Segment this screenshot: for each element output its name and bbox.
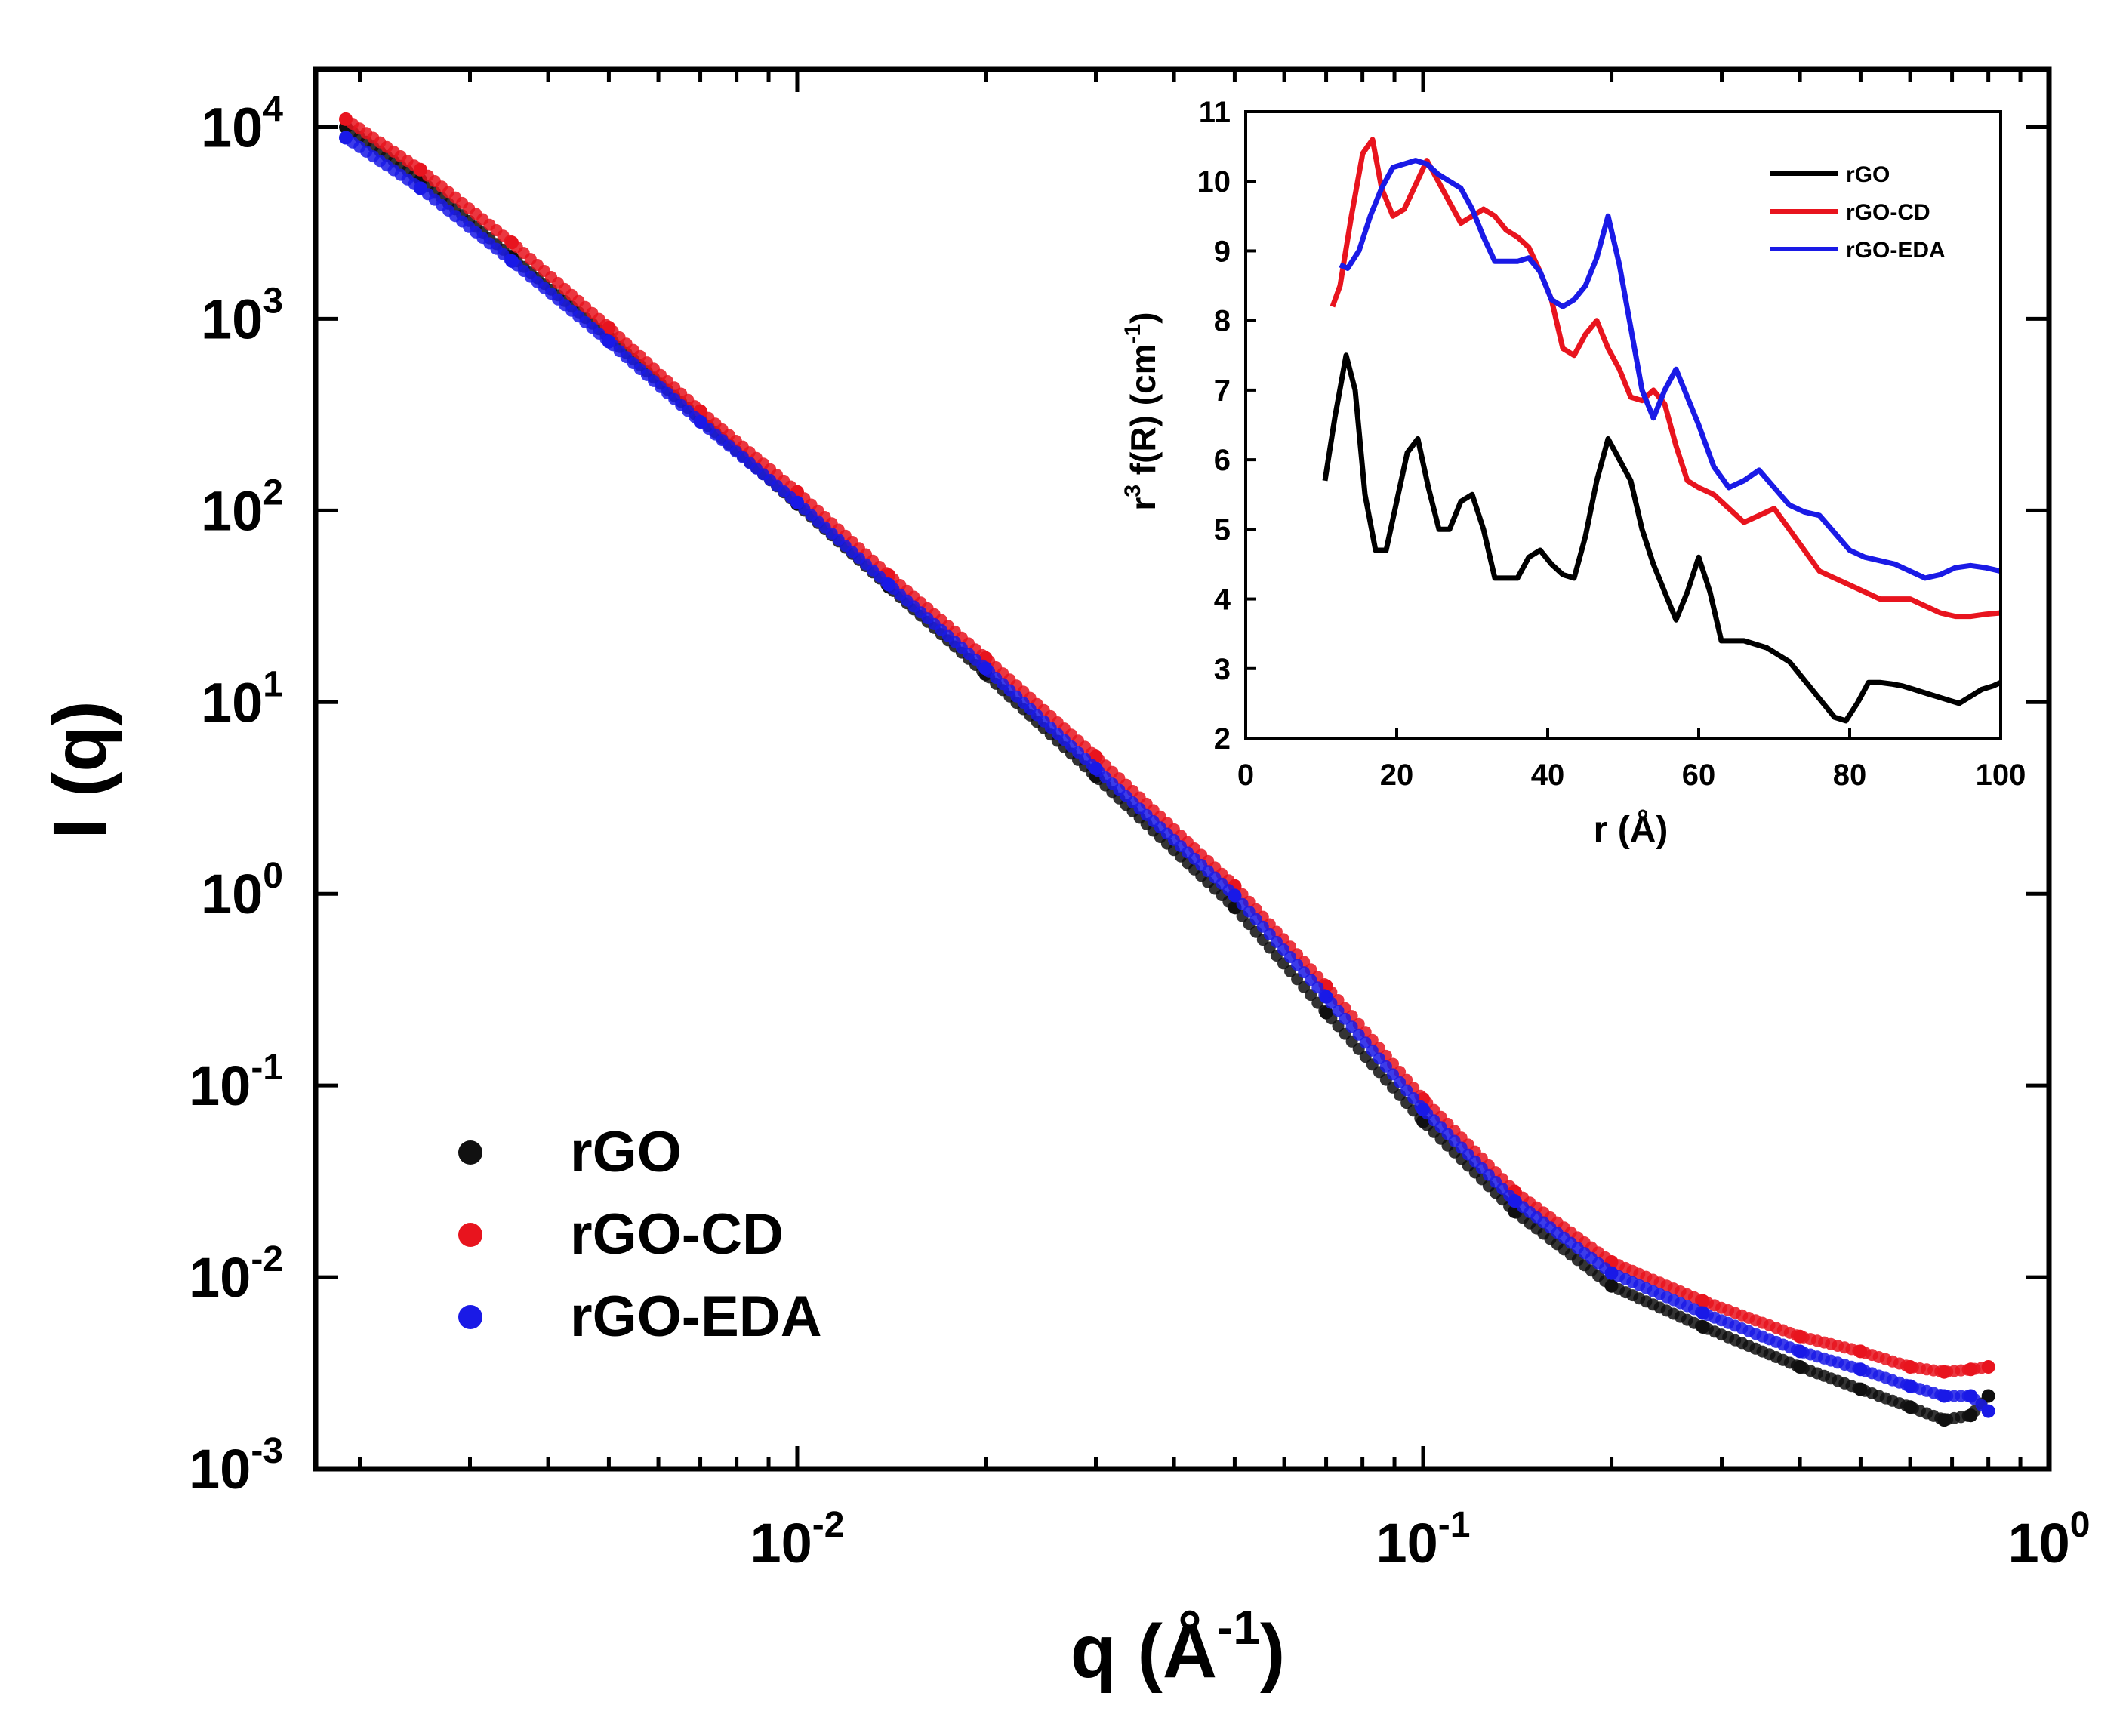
series-rgo-eda — [339, 131, 1995, 1418]
main-x-axis-label: q (Å-1) — [1071, 1600, 1286, 1694]
inset-line-rgo — [1322, 352, 2002, 724]
inset-x-tick-labels: 0 20 40 60 80 100 — [1237, 759, 2026, 792]
y-tick-label: 10-1 — [189, 1048, 283, 1117]
x-tick-label: 10-1 — [1376, 1505, 1470, 1574]
data-point-rgo-eda — [1366, 1044, 1379, 1057]
inset-y-tick-label: 9 — [1214, 235, 1231, 268]
main-x-axis-label-exponent: -1 — [1217, 1600, 1260, 1654]
y-tick-label: 101 — [201, 664, 283, 734]
inset-legend-entry-rgo-eda: rGO-EDA — [1770, 238, 1946, 263]
main-y-tick-labels: 104 103 102 101 100 10-1 10-2 10-3 — [189, 89, 283, 1501]
inset-legend-entry-rgo: rGO — [1770, 162, 1890, 187]
main-legend-entry-rgo-cd: rGO-CD — [458, 1202, 784, 1267]
data-point-rgo-eda — [1407, 1092, 1420, 1104]
inset-legend-label-rgo-eda: rGO-EDA — [1846, 238, 1946, 263]
y-tick-label: 10-2 — [189, 1239, 283, 1309]
main-y-axis-label: I (q) — [38, 700, 122, 839]
main-legend-marker-rgo — [458, 1140, 482, 1165]
inset-legend-label-rgo-cd: rGO-CD — [1846, 200, 1930, 225]
inset-x-axis-label: r (Å) — [1594, 809, 1668, 850]
inset-y-tick-label: 4 — [1214, 583, 1231, 617]
data-point-rgo-eda — [1318, 989, 1331, 1002]
data-point-rgo-eda — [1352, 1028, 1365, 1041]
main-legend-label-rgo: rGO — [570, 1120, 682, 1184]
data-point-rgo-eda — [1400, 1084, 1413, 1097]
main-series-layer — [339, 112, 1995, 1427]
data-point-rgo-eda — [1345, 1020, 1358, 1033]
inset-y-tick-label: 10 — [1197, 165, 1231, 199]
inset-series-layer — [1322, 137, 2002, 724]
y-tick-label: 103 — [201, 281, 283, 350]
inset-axis-ticks — [1244, 110, 2002, 740]
inset-line-rgo-eda — [1339, 158, 2001, 581]
data-point-rgo-eda — [1339, 1012, 1351, 1025]
inset-y-axis-label: r3 f(R) (cm-1) — [1120, 312, 1163, 510]
data-point-rgo-eda — [1394, 1076, 1407, 1088]
data-point-rgo-eda — [1373, 1052, 1385, 1065]
main-x-axis-label-close: ) — [1260, 1609, 1285, 1694]
main-legend-marker-rgo-cd — [458, 1223, 482, 1247]
main-x-axis-label-text: q (Å — [1071, 1609, 1217, 1694]
data-point-rgo — [1982, 1390, 1995, 1402]
inset-y-tick-label: 6 — [1214, 444, 1231, 477]
main-legend-marker-rgo-eda — [458, 1305, 482, 1329]
inset-legend-label-rgo: rGO — [1846, 162, 1890, 187]
y-tick-label: 100 — [201, 856, 283, 925]
inset-x-tick-label: 80 — [1833, 759, 1867, 792]
inset-y-tick-label: 5 — [1214, 513, 1231, 546]
main-legend-label-rgo-eda: rGO-EDA — [570, 1285, 822, 1349]
data-point-rgo-cd — [1982, 1361, 1995, 1373]
inset-legend-entry-rgo-cd: rGO-CD — [1770, 200, 1930, 225]
data-point-rgo-eda — [1387, 1068, 1399, 1081]
main-x-tick-labels: 10-2 10-1 100 — [750, 1505, 2090, 1574]
data-point-rgo-eda — [1982, 1405, 1995, 1417]
inset-y-tick-label: 7 — [1214, 374, 1231, 408]
main-legend: rGO rGO-CD rGO-EDA — [458, 1120, 822, 1349]
data-point-rgo-eda — [1325, 996, 1338, 1009]
inset-legend: rGO rGO-CD rGO-EDA — [1770, 162, 1946, 263]
data-point-rgo — [1318, 1005, 1331, 1017]
main-legend-label-rgo-cd: rGO-CD — [570, 1202, 784, 1267]
inset-y-tick-labels: 2 3 4 5 6 7 8 9 10 11 — [1197, 96, 1231, 756]
x-tick-label: 10-2 — [750, 1505, 844, 1574]
inset-x-tick-label: 100 — [1976, 759, 2026, 792]
inset-y-label-sup1: 3 — [1120, 485, 1145, 497]
inset-plot-frame — [1244, 110, 2002, 740]
main-axis-ticks — [316, 69, 2051, 1471]
inset-y-tick-label: 11 — [1199, 96, 1231, 129]
main-legend-entry-rgo: rGO — [458, 1120, 682, 1184]
data-point-rgo-eda — [1332, 1005, 1345, 1017]
inset-y-label-part1: r — [1123, 497, 1163, 511]
main-legend-entry-rgo-eda: rGO-EDA — [458, 1285, 822, 1349]
y-tick-label: 102 — [201, 472, 283, 542]
inset-y-tick-label: 2 — [1214, 722, 1231, 756]
x-tick-label: 100 — [2007, 1505, 2090, 1574]
inset-y-label-part2: f(R) (cm — [1123, 343, 1163, 485]
inset-x-tick-label: 40 — [1531, 759, 1565, 792]
y-tick-label: 104 — [201, 89, 283, 159]
data-point-rgo-eda — [1379, 1060, 1392, 1073]
inset-y-label-part3: ) — [1123, 312, 1163, 323]
inset-y-tick-label: 8 — [1214, 305, 1231, 338]
inset-y-tick-label: 3 — [1214, 653, 1231, 686]
main-plot-frame — [313, 66, 2052, 1472]
data-point-rgo-eda — [1359, 1036, 1372, 1049]
inset-x-tick-label: 0 — [1237, 759, 1254, 792]
y-tick-label: 10-3 — [189, 1431, 283, 1501]
main-chart: 104 103 102 101 100 10-1 10-2 10-3 10-2 10-1 10 0 … — [38, 66, 2091, 1694]
inset-x-tick-label: 20 — [1380, 759, 1414, 792]
inset-y-label-sup2: -1 — [1120, 324, 1145, 344]
inset-x-tick-label: 60 — [1682, 759, 1716, 792]
